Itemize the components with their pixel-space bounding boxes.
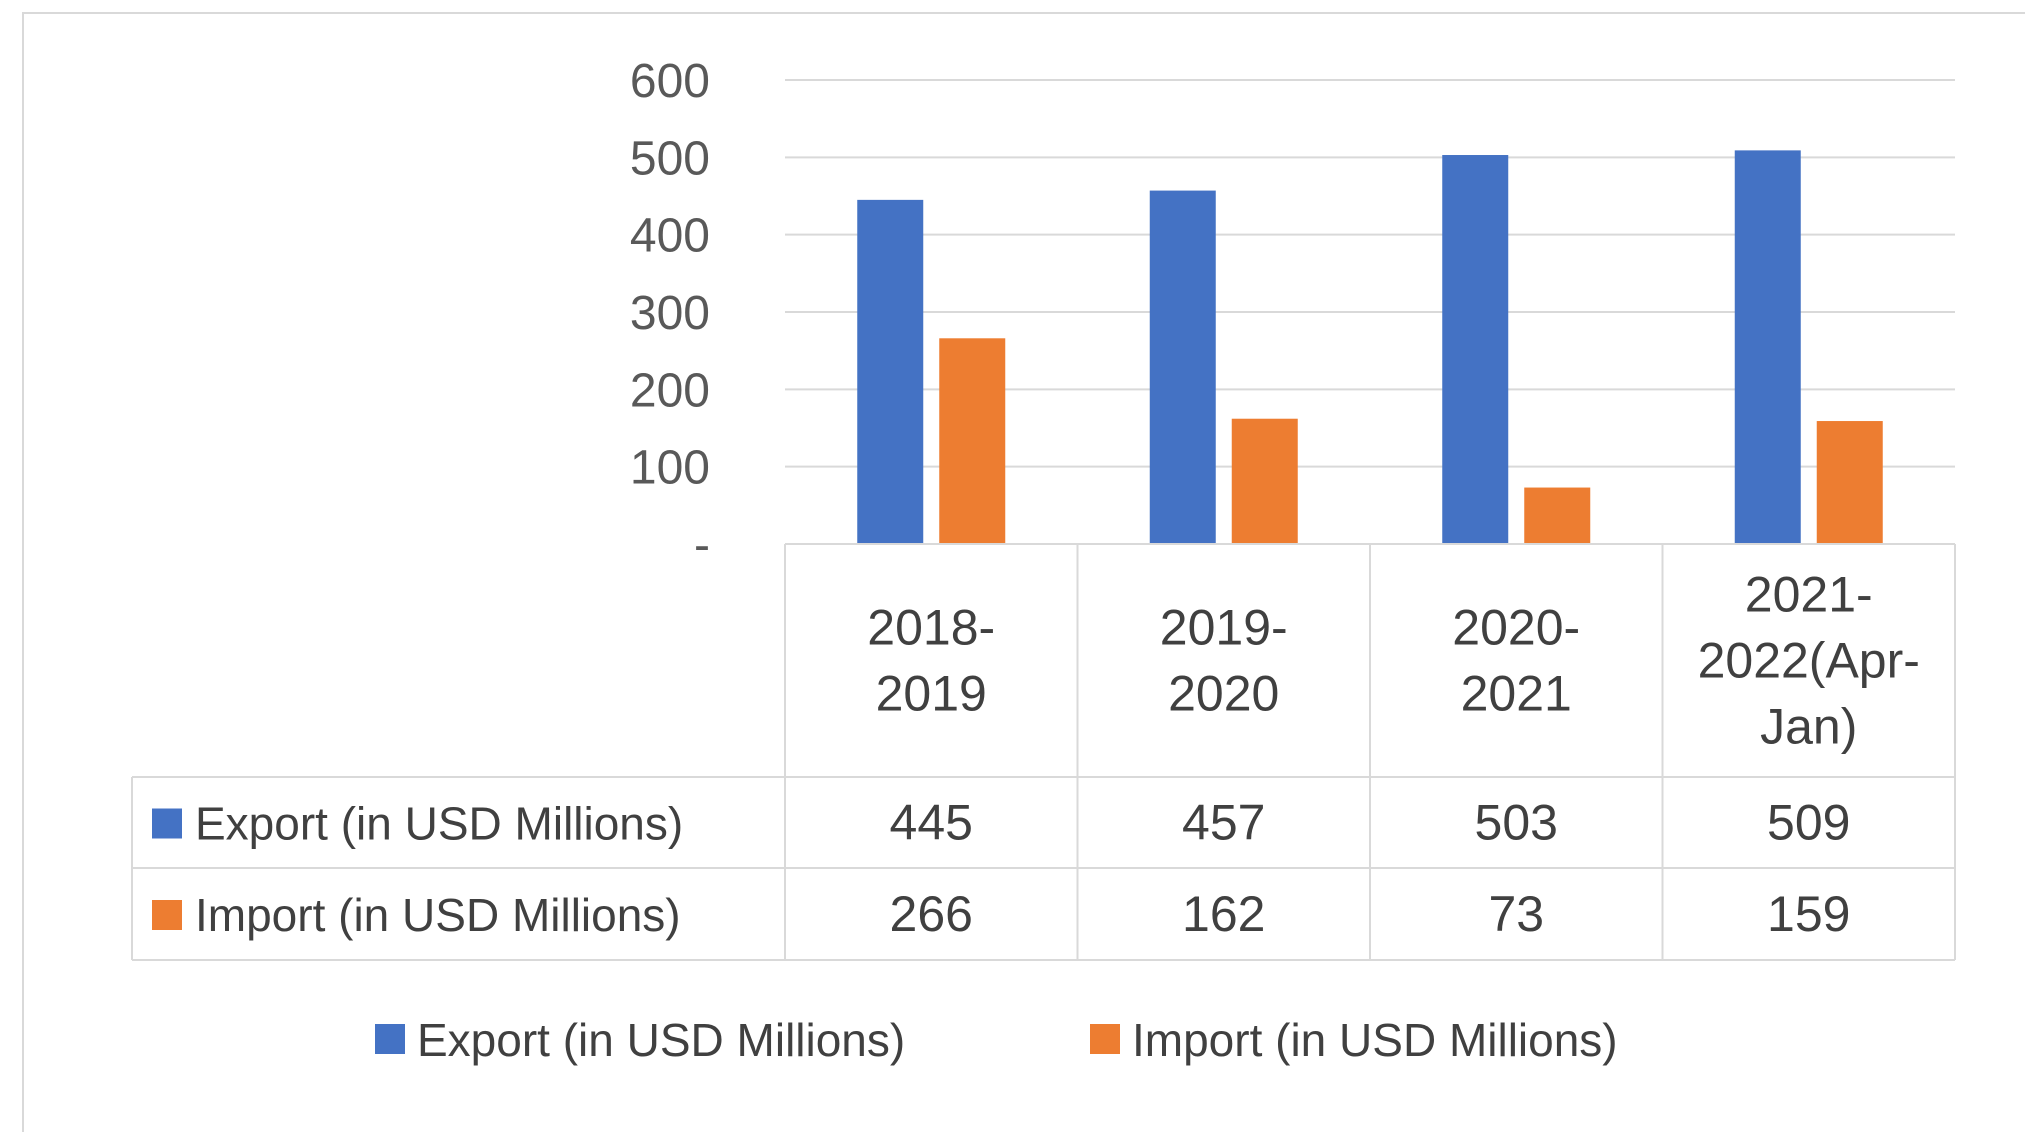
y-tick-label: 400 — [630, 210, 710, 263]
data-value-import: 162 — [1182, 886, 1265, 942]
bar-export-3 — [1734, 150, 1801, 544]
bar-export-0 — [857, 199, 924, 544]
y-tick-label: 500 — [630, 132, 710, 185]
category-label: 2020- — [1452, 600, 1580, 656]
category-label: 2019- — [1160, 600, 1288, 656]
bar-export-1 — [1149, 190, 1216, 544]
legend-label: Export (in USD Millions) — [417, 1014, 905, 1066]
data-value-export: 509 — [1767, 795, 1850, 851]
data-value-export: 503 — [1475, 795, 1558, 851]
legend-swatch — [375, 1024, 405, 1054]
data-value-import: 159 — [1767, 886, 1850, 942]
category-label: 2021- — [1745, 567, 1873, 623]
y-tick-label: 200 — [630, 364, 710, 417]
category-label: Jan) — [1760, 699, 1857, 755]
data-value-export: 457 — [1182, 795, 1265, 851]
category-label: 2020 — [1168, 666, 1279, 722]
bar-export-2 — [1442, 155, 1509, 544]
data-value-import: 73 — [1488, 886, 1544, 942]
category-label: 2018- — [867, 600, 995, 656]
y-tick-label: 300 — [630, 287, 710, 340]
bar-import-0 — [939, 338, 1006, 544]
bar-import-2 — [1524, 487, 1591, 544]
table-legend-key — [152, 808, 182, 839]
bar-import-1 — [1231, 418, 1298, 544]
category-label: 2021 — [1461, 666, 1572, 722]
chart-frame — [22, 12, 2025, 1132]
y-tick-label: 600 — [630, 55, 710, 108]
table-legend-key — [152, 900, 182, 930]
category-label: 2019 — [876, 666, 987, 722]
legend-swatch — [1090, 1024, 1120, 1054]
y-tick-label: 100 — [630, 442, 710, 495]
y-tick-label: - — [694, 519, 710, 572]
bar-import-3 — [1816, 421, 1883, 544]
data-value-export: 445 — [890, 795, 973, 851]
data-value-import: 266 — [890, 886, 973, 942]
legend-label: Import (in USD Millions) — [1132, 1014, 1618, 1066]
table-series-name: Import (in USD Millions) — [195, 889, 681, 941]
table-series-name: Export (in USD Millions) — [195, 798, 683, 850]
category-label: 2022(Apr- — [1698, 633, 1920, 689]
